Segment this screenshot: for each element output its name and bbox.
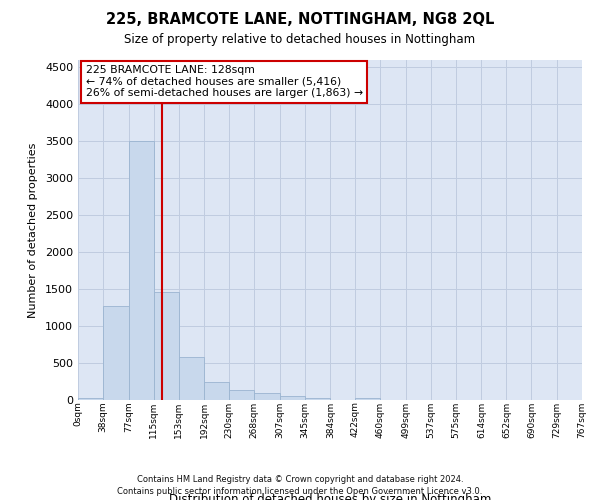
Bar: [305, 398, 331, 400]
X-axis label: Distribution of detached houses by size in Nottingham: Distribution of detached houses by size …: [169, 494, 491, 500]
Bar: [204, 382, 229, 400]
Bar: [78, 398, 103, 400]
Text: Size of property relative to detached houses in Nottingham: Size of property relative to detached ho…: [124, 32, 476, 46]
Text: Contains HM Land Registry data © Crown copyright and database right 2024.
Contai: Contains HM Land Registry data © Crown c…: [118, 474, 482, 496]
Y-axis label: Number of detached properties: Number of detached properties: [28, 142, 38, 318]
Bar: [280, 396, 305, 400]
Bar: [355, 398, 380, 400]
Bar: [154, 292, 179, 400]
Bar: [229, 390, 254, 400]
Bar: [254, 394, 280, 400]
Text: 225, BRAMCOTE LANE, NOTTINGHAM, NG8 2QL: 225, BRAMCOTE LANE, NOTTINGHAM, NG8 2QL: [106, 12, 494, 28]
Bar: [103, 306, 128, 400]
Bar: [128, 142, 154, 400]
Text: 225 BRAMCOTE LANE: 128sqm
← 74% of detached houses are smaller (5,416)
26% of se: 225 BRAMCOTE LANE: 128sqm ← 74% of detac…: [86, 65, 362, 98]
Bar: [179, 357, 204, 400]
